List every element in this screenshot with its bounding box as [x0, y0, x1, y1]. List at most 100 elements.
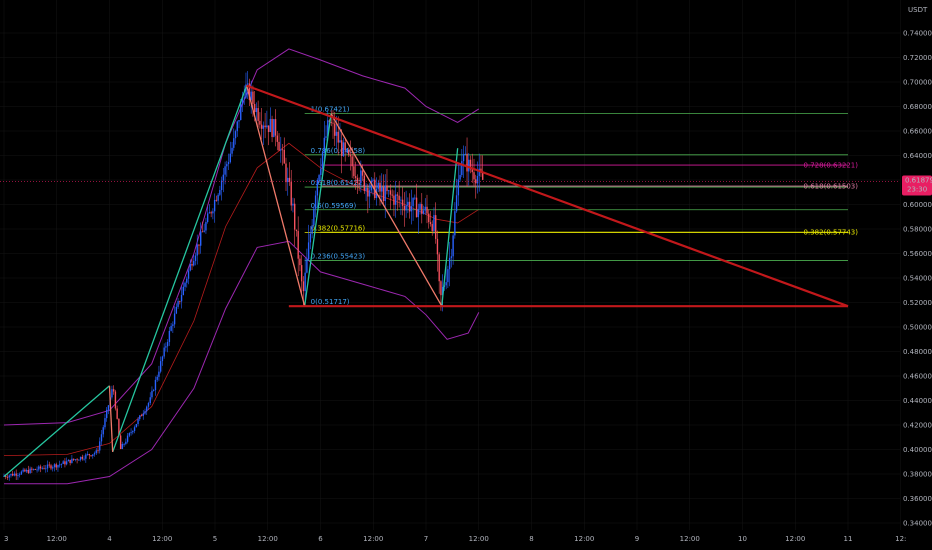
price-tag-value: 0.61879: [905, 176, 932, 184]
x-tick-label: 12:: [895, 535, 906, 543]
candle-body: [271, 118, 273, 137]
candle-body: [247, 83, 249, 85]
candle-body: [222, 174, 225, 181]
candle-body: [334, 123, 336, 136]
candle-body: [346, 149, 348, 151]
candle-body: [468, 159, 470, 172]
candle-body: [363, 175, 366, 191]
candle-body: [100, 434, 103, 442]
candle-body: [45, 468, 47, 470]
candle-body: [137, 419, 139, 424]
candle-body: [469, 159, 472, 170]
candle-body: [464, 153, 466, 155]
candle-body: [283, 149, 285, 164]
candle-body: [144, 411, 146, 414]
candle-body: [65, 461, 68, 465]
zigzag-leg-down: [108, 385, 114, 452]
candle-body: [226, 164, 228, 167]
x-tick-label: 12:00: [258, 535, 278, 543]
candle-body: [17, 475, 19, 476]
candle-body: [266, 125, 268, 128]
currency-label: USDT: [908, 6, 928, 14]
candle-body: [302, 281, 305, 292]
candle-body: [325, 136, 327, 138]
candle-body: [165, 346, 167, 348]
candle-body: [393, 195, 395, 205]
candle-body: [154, 379, 157, 391]
candle-body: [285, 163, 287, 183]
x-tick-label: 3: [4, 535, 8, 543]
candle-body: [311, 225, 313, 234]
candle-body: [130, 432, 132, 434]
x-tick-label: 11: [844, 535, 853, 543]
candle-body: [111, 389, 113, 398]
time-axis[interactable]: 3 12:00 4 12:00 5 12:00 6 12:00 7 12:00 8 12:00 9 12:…: [4, 535, 906, 543]
candle-body: [287, 177, 289, 183]
y-tick-label: 0.34000: [903, 520, 932, 528]
candle-body: [71, 458, 73, 463]
candle-body: [314, 195, 317, 209]
candle-body: [278, 141, 280, 151]
candle-body: [46, 464, 49, 469]
band-upper: [3, 48, 480, 426]
price-tag: 0.61879 23:30: [902, 175, 932, 196]
candle-body: [57, 464, 59, 468]
candle-body: [309, 233, 312, 243]
candle-body: [386, 185, 388, 192]
candle-body: [441, 286, 444, 296]
candle-body: [447, 269, 449, 283]
y-tick-label: 0.44000: [903, 397, 932, 405]
candle-body: [88, 454, 90, 456]
candle-body: [452, 235, 454, 257]
candle-body: [128, 433, 131, 436]
x-tick-label: 12:00: [574, 535, 594, 543]
candle-body: [38, 466, 40, 470]
x-tick-label: 12:00: [785, 535, 805, 543]
candle-body: [69, 459, 71, 463]
candle-body: [123, 443, 125, 445]
candle-body: [20, 471, 23, 475]
candle-body: [471, 169, 473, 173]
candle-body: [370, 180, 372, 191]
fib-level-label: 0.5(0.59569): [311, 202, 357, 210]
candle-body: [341, 140, 343, 156]
candle-body: [39, 466, 42, 469]
y-tick-label: 0.74000: [903, 30, 932, 38]
candle-body: [86, 454, 89, 455]
y-tick-label: 0.38000: [903, 471, 932, 479]
candle-body: [257, 108, 259, 121]
candle-body: [476, 175, 479, 184]
candle-body: [59, 464, 61, 466]
candle-body: [433, 215, 435, 232]
candle-body: [335, 131, 338, 136]
candle-body: [116, 408, 118, 419]
candle-body: [168, 330, 171, 342]
fib-level-label: 0(0.51717): [311, 298, 350, 306]
y-tick-label: 0.48000: [903, 348, 932, 356]
candle-body: [250, 91, 252, 100]
candle-body: [219, 190, 221, 195]
candle-body: [67, 459, 70, 462]
candle-body: [126, 435, 129, 442]
candle-body: [417, 208, 419, 218]
candle-body: [455, 195, 458, 212]
candle-body: [48, 464, 50, 466]
candle-body: [119, 435, 122, 450]
candle-body: [36, 469, 38, 471]
y-tick-label: 0.40000: [903, 446, 932, 454]
candle-body: [368, 190, 371, 197]
band-basis: [3, 142, 480, 456]
candle-body: [18, 474, 21, 476]
candle-body: [349, 154, 352, 157]
y-tick-label: 0.46000: [903, 373, 932, 381]
candle-body: [405, 205, 407, 211]
candle-body: [107, 405, 110, 410]
candle-body: [436, 238, 439, 255]
candle-body: [377, 182, 379, 189]
y-tick-label: 0.60000: [903, 201, 932, 209]
price-tag-box: [902, 175, 932, 196]
price-axis[interactable]: 0.74000 0.72000 0.70000 0.68000 0.66000 0.640…: [903, 30, 932, 528]
candle-body: [274, 119, 277, 136]
candle-body: [95, 450, 97, 454]
